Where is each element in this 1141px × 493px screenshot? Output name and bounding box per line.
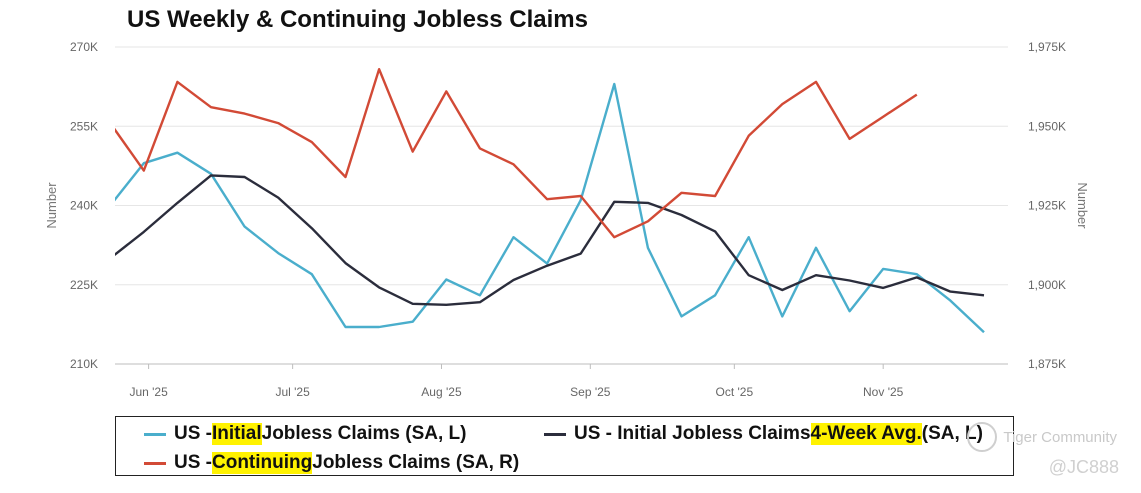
legend-swatch-avg bbox=[544, 432, 566, 436]
x-tick-label: Sep '25 bbox=[570, 385, 611, 399]
legend-item-continuing-claims: US - Continuing Jobless Claims (SA, R) bbox=[144, 452, 519, 474]
series-line-4week-avg bbox=[115, 174, 985, 306]
y-right-tick-label: 1,950K bbox=[1028, 119, 1066, 133]
y-right-tick-label: 1,975K bbox=[1028, 40, 1066, 54]
legend-text-avg-highlight: 4-Week Avg. bbox=[810, 423, 922, 445]
legend-swatch-initial bbox=[144, 432, 166, 436]
x-tick-label: Aug '25 bbox=[421, 385, 462, 399]
legend-text-continuing-post: Jobless Claims (SA, R) bbox=[312, 452, 520, 473]
legend-swatch-continuing bbox=[144, 461, 166, 465]
legend-text-initial-highlight: Initial bbox=[212, 423, 262, 445]
tiger-logo-icon bbox=[967, 422, 998, 452]
y-right-tick-label: 1,875K bbox=[1028, 357, 1066, 371]
jobless-claims-chart: 210K 1,875K 225K 1,900K 240K 1,925K 255K 1,950K… bbox=[44, 40, 1090, 399]
chart-title: US Weekly & Continuing Jobless Claims bbox=[127, 6, 588, 33]
x-tick-label: Jun '25 bbox=[129, 385, 168, 399]
y-right-axis-label: Number bbox=[1075, 182, 1090, 229]
series-line-continuing-claims bbox=[115, 67, 918, 239]
legend-text-avg-pre: US - Initial Jobless Claims bbox=[574, 423, 811, 444]
chart-legend: US - Initial Jobless Claims (SA, L) US -… bbox=[115, 416, 1014, 476]
y-left-tick-label: 210K bbox=[70, 357, 98, 371]
watermark-brand-text: Tiger Community bbox=[1003, 428, 1117, 446]
y-left-tick-label: 240K bbox=[70, 199, 98, 213]
watermark-brand: Tiger Community bbox=[967, 422, 1117, 452]
x-tick-label: Oct '25 bbox=[716, 385, 754, 399]
watermark-user: @JC888 bbox=[1048, 457, 1119, 477]
y-left-tick-label: 225K bbox=[70, 278, 98, 292]
legend-text-continuing-pre: US - bbox=[174, 452, 212, 473]
y-left-tick-label: 270K bbox=[70, 40, 98, 54]
x-tick-label: Nov '25 bbox=[863, 385, 904, 399]
legend-text-initial-pre: US - bbox=[174, 423, 212, 444]
series-line-initial-claims bbox=[115, 82, 985, 334]
y-left-axis-label: Number bbox=[44, 182, 59, 229]
y-right-tick-label: 1,900K bbox=[1028, 278, 1066, 292]
legend-item-initial-claims: US - Initial Jobless Claims (SA, L) bbox=[144, 423, 466, 445]
legend-text-continuing-highlight: Continuing bbox=[212, 452, 313, 474]
x-tick-label: Jul '25 bbox=[275, 385, 310, 399]
legend-text-initial-post: Jobless Claims (SA, L) bbox=[261, 423, 467, 444]
legend-item-4week-avg: US - Initial Jobless Claims 4-Week Avg. … bbox=[544, 423, 983, 445]
y-right-tick-label: 1,925K bbox=[1028, 199, 1066, 213]
y-left-tick-label: 255K bbox=[70, 119, 98, 133]
